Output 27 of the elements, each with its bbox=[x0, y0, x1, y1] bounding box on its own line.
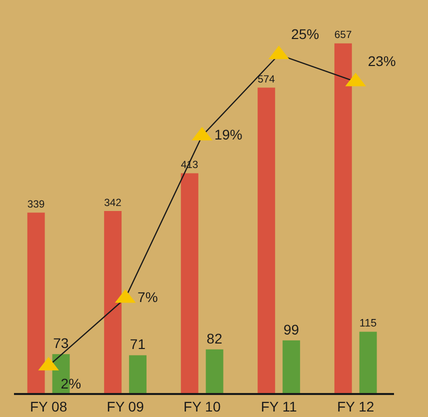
bar bbox=[359, 332, 377, 393]
bar bbox=[129, 355, 147, 393]
data-label: 657 bbox=[334, 30, 352, 42]
data-label: 71 bbox=[130, 336, 146, 352]
data-label: 7% bbox=[138, 288, 158, 305]
bar bbox=[258, 88, 276, 393]
data-label: 115 bbox=[359, 317, 377, 330]
bar bbox=[180, 173, 198, 393]
data-label: 82 bbox=[206, 330, 222, 346]
data-label: 19% bbox=[214, 126, 242, 142]
data-label: 25% bbox=[291, 26, 320, 42]
bar bbox=[334, 43, 352, 393]
bar bbox=[104, 211, 122, 393]
data-label: 574 bbox=[258, 74, 276, 86]
x-tick-label: FY 11 bbox=[260, 398, 298, 415]
x-tick-label: FY 08 bbox=[30, 398, 68, 415]
data-label: 342 bbox=[104, 198, 122, 209]
data-label: 23% bbox=[368, 52, 396, 69]
bar bbox=[27, 212, 45, 393]
x-tick-label: FY 09 bbox=[106, 398, 144, 415]
bar bbox=[206, 349, 224, 393]
bar bbox=[282, 340, 300, 393]
x-tick-label: FY 12 bbox=[337, 398, 374, 415]
data-label: 99 bbox=[283, 321, 300, 338]
data-label: 339 bbox=[27, 199, 45, 210]
data-label: 73 bbox=[53, 335, 69, 352]
x-tick-label: FY 10 bbox=[184, 398, 221, 415]
